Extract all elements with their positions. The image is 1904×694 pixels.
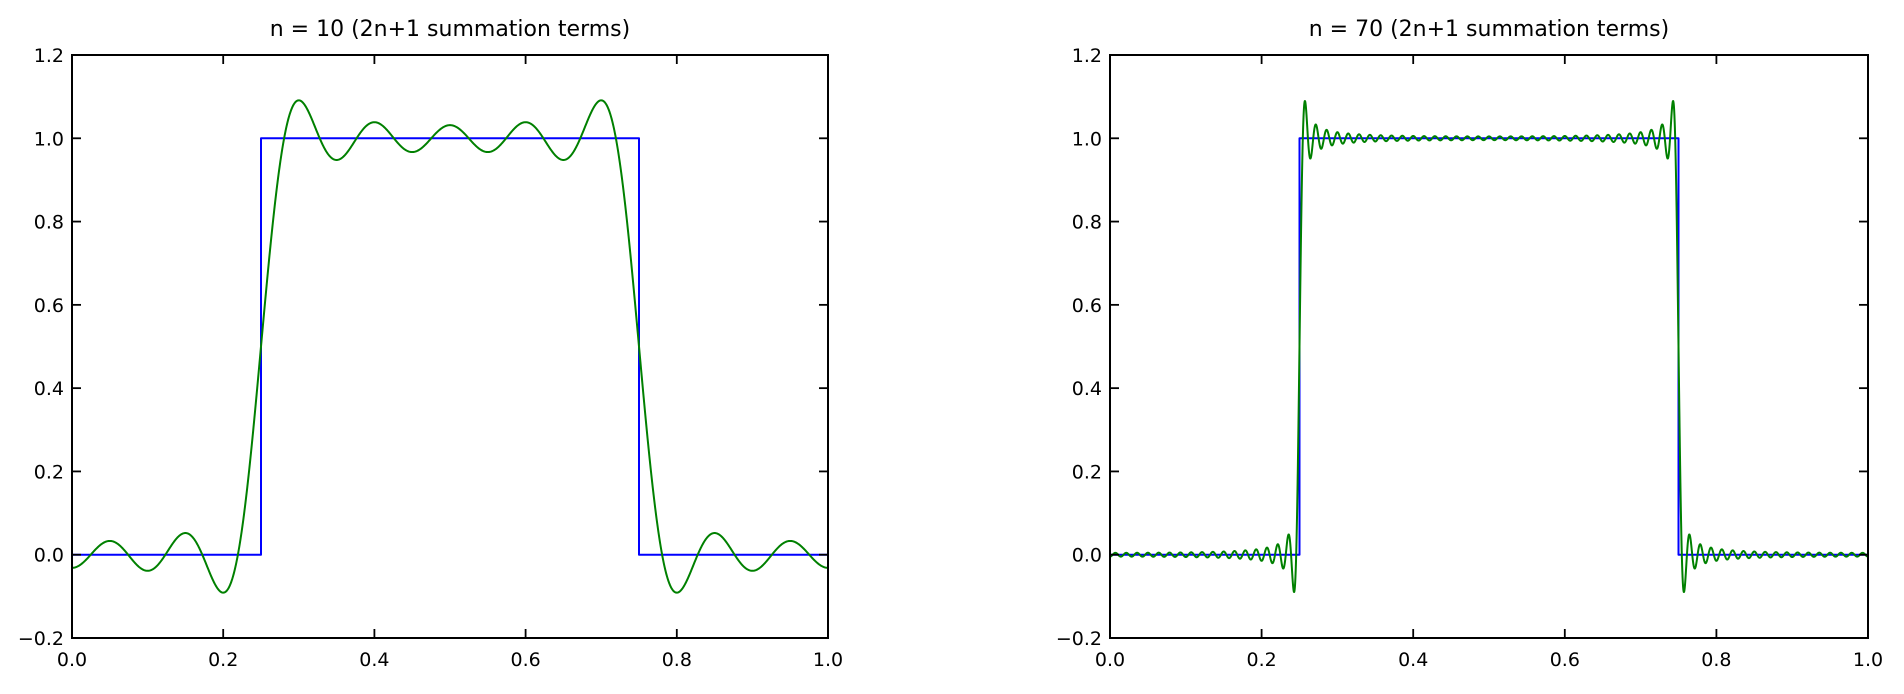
y-tick-label: 0.8 (34, 212, 64, 234)
y-tick-label: −0.2 (1056, 628, 1102, 650)
y-tick-label: 0.0 (1072, 545, 1102, 567)
y-tick-label: 0.4 (1072, 378, 1102, 400)
x-tick-label: 0.2 (208, 649, 238, 671)
y-tick-label: 0.8 (1072, 212, 1102, 234)
x-tick-label: 0.6 (1550, 649, 1580, 671)
x-tick-label: 0.2 (1246, 649, 1276, 671)
square-wave-target-line (1109, 137, 1869, 556)
y-tick-label: 0.0 (34, 545, 64, 567)
y-tick-label: 1.0 (34, 128, 64, 150)
y-tick-label: 0.2 (34, 461, 64, 483)
plot-title: n = 10 (2n+1 summation terms) (270, 17, 630, 42)
fourier-partial-sum-line (71, 99, 829, 594)
y-tick-label: 0.6 (34, 295, 64, 317)
x-tick-label: 1.0 (1853, 649, 1883, 671)
square-wave-target-line (71, 137, 829, 556)
plot-content: 0.0 0.2 0.4 0.6 0.8 1.0−0.20.00.20.40.60.81.0… (18, 45, 843, 671)
y-tick-label: 1.2 (1072, 45, 1102, 67)
y-tick-label: 1.0 (1072, 128, 1102, 150)
left-plot: n = 10 (2n+1 summation terms) 0.0 0.2 0.4 0… (18, 17, 843, 671)
right-plot: n = 70 (2n+1 summation terms) 0.0 0.2 0.4 0… (1056, 17, 1883, 671)
axes-frame (71, 54, 829, 639)
y-tick-label: −0.2 (18, 628, 64, 650)
x-tick-label: 0.8 (1701, 649, 1731, 671)
fourier-partial-sum-line (1109, 100, 1869, 593)
plot-content: 0.0 0.2 0.4 0.6 0.8 1.0−0.20.00.20.40.60.81.0… (1056, 45, 1883, 671)
y-tick-label: 0.4 (34, 378, 64, 400)
x-tick-label: 0.8 (662, 649, 692, 671)
y-tick-label: 1.2 (34, 45, 64, 67)
x-tick-label: 0.0 (57, 649, 87, 671)
y-tick-label: 0.2 (1072, 461, 1102, 483)
x-tick-label: 0.6 (510, 649, 540, 671)
x-tick-label: 0.4 (1398, 649, 1428, 671)
axes-frame (1109, 54, 1869, 639)
plot-title: n = 70 (2n+1 summation terms) (1309, 17, 1669, 42)
y-tick-label: 0.6 (1072, 295, 1102, 317)
x-tick-label: 0.4 (359, 649, 389, 671)
x-tick-label: 0.0 (1095, 649, 1125, 671)
x-tick-label: 1.0 (813, 649, 843, 671)
